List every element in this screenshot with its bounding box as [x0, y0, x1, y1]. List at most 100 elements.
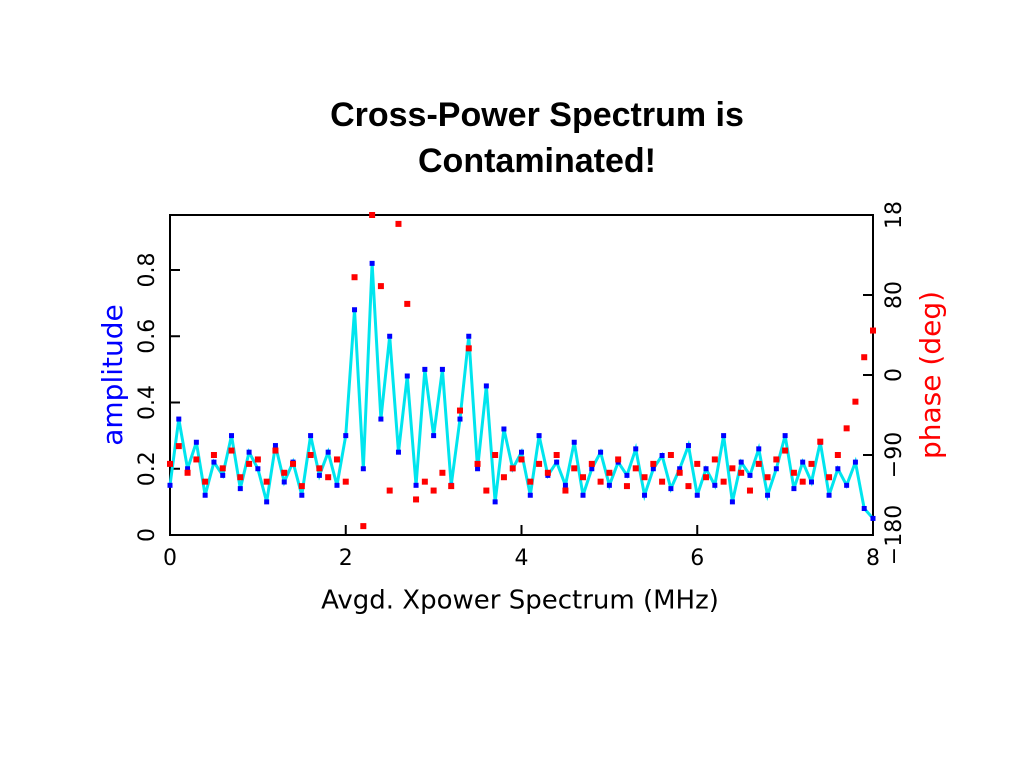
data-point	[685, 483, 692, 490]
data-point	[351, 274, 358, 281]
data-point	[352, 307, 358, 313]
data-point	[202, 478, 209, 485]
data-point	[598, 449, 604, 455]
data-point	[483, 383, 489, 389]
data-point	[369, 260, 375, 266]
y-axis-label: amplitude	[96, 304, 129, 446]
data-point	[668, 486, 674, 492]
data-point	[773, 456, 780, 463]
data-point	[835, 466, 841, 472]
data-point	[844, 482, 850, 488]
data-point	[395, 449, 401, 455]
data-point	[483, 487, 490, 494]
y2-axis-label: phase (deg)	[914, 291, 947, 459]
data-point	[219, 465, 226, 472]
data-point	[720, 478, 727, 485]
data-point	[413, 482, 419, 488]
data-point	[764, 474, 771, 481]
data-point	[800, 459, 806, 465]
data-point	[325, 474, 332, 481]
data-point	[755, 460, 762, 467]
data-point	[712, 482, 718, 488]
data-point	[676, 469, 683, 476]
data-point	[465, 345, 472, 352]
data-point	[562, 482, 568, 488]
data-point	[422, 366, 428, 372]
data-point	[263, 478, 270, 485]
data-point	[272, 447, 279, 454]
data-point	[237, 474, 244, 481]
data-point	[228, 447, 235, 454]
data-point	[404, 373, 410, 379]
data-point	[632, 465, 639, 472]
data-point	[211, 459, 217, 465]
data-point	[659, 452, 665, 458]
data-point	[333, 456, 340, 463]
y-tick-label: 0.2	[135, 451, 160, 486]
data-point	[474, 460, 481, 467]
data-point	[580, 474, 587, 481]
data-point	[457, 416, 463, 422]
data-point	[210, 452, 217, 458]
data-point	[220, 472, 226, 478]
data-point	[325, 449, 331, 455]
data-point	[518, 456, 525, 463]
data-point	[254, 456, 261, 463]
data-point	[202, 492, 208, 498]
data-point	[229, 433, 235, 439]
data-point	[703, 466, 709, 472]
data-point	[571, 465, 578, 472]
data-point	[527, 492, 533, 498]
data-point	[817, 438, 824, 445]
data-point	[571, 439, 577, 445]
data-point	[281, 469, 288, 476]
data-point	[527, 478, 534, 485]
data-point	[246, 460, 253, 467]
data-point	[641, 474, 648, 481]
data-point	[624, 472, 630, 478]
data-point	[431, 433, 437, 439]
data-point	[492, 452, 499, 458]
data-point	[360, 466, 366, 472]
data-point	[193, 439, 199, 445]
data-point	[633, 446, 639, 452]
data-point	[799, 478, 806, 485]
data-point	[430, 487, 437, 494]
data-point	[395, 220, 402, 227]
data-point	[721, 433, 727, 439]
data-point	[808, 460, 815, 467]
data-point	[237, 486, 243, 492]
data-point	[536, 433, 542, 439]
data-point	[711, 456, 718, 463]
y-tick-label: 0.4	[135, 385, 160, 420]
data-point	[475, 466, 481, 472]
data-point	[677, 466, 683, 472]
data-point	[386, 487, 393, 494]
data-point	[826, 492, 832, 498]
data-point	[703, 474, 710, 481]
data-point	[404, 300, 411, 307]
data-point	[729, 465, 736, 472]
data-point	[360, 523, 367, 530]
data-point	[255, 466, 261, 472]
x-tick-label: 2	[339, 546, 353, 571]
y2-tick-label: −90	[882, 432, 907, 478]
data-point	[509, 465, 516, 472]
data-point	[650, 466, 656, 472]
data-point	[606, 469, 613, 476]
data-point	[308, 433, 314, 439]
data-point	[623, 483, 630, 490]
data-point	[834, 452, 841, 458]
y-tick-label: 0.6	[135, 319, 160, 354]
data-point	[852, 398, 859, 405]
data-point	[272, 443, 278, 449]
data-point	[343, 433, 349, 439]
data-point	[316, 472, 322, 478]
x-axis-label: Avgd. Xpower Spectrum (MHz)	[321, 586, 719, 616]
data-point	[536, 460, 543, 467]
data-point	[667, 452, 674, 458]
x-tick-label: 8	[866, 546, 880, 571]
data-point	[167, 460, 173, 467]
y2-tick-label: 80	[882, 281, 907, 309]
data-point	[456, 407, 463, 414]
